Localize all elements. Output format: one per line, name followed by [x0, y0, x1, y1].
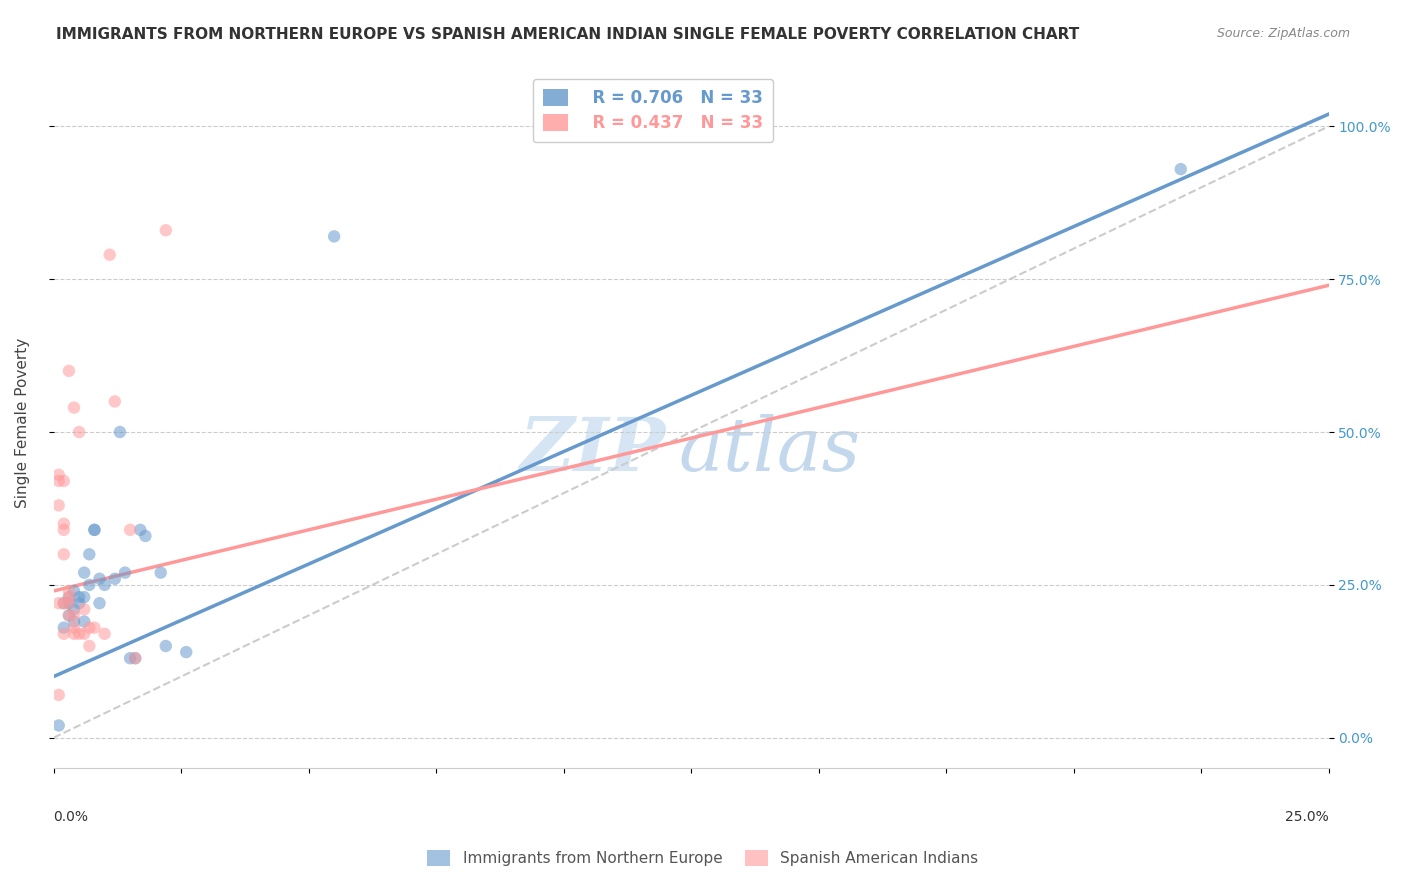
Point [129, 523, 152, 537]
Point [83, 621, 105, 635]
Point [323, 229, 346, 244]
Legend:   R = 0.706   N = 33,   R = 0.437   N = 33: R = 0.706 N = 33, R = 0.437 N = 33 [533, 78, 773, 142]
Text: IMMIGRANTS FROM NORTHERN EUROPE VS SPANISH AMERICAN INDIAN SINGLE FEMALE POVERTY: IMMIGRANTS FROM NORTHERN EUROPE VS SPANI… [56, 27, 1080, 42]
Point [52, 523, 75, 537]
Point [63, 401, 86, 415]
Point [52, 621, 75, 635]
Point [52, 474, 75, 488]
Point [73, 615, 96, 629]
Point [52, 596, 75, 610]
Point [63, 621, 86, 635]
Point [93, 627, 115, 641]
Text: 25.0%: 25.0% [1285, 810, 1329, 823]
Text: 0.0%: 0.0% [53, 810, 89, 823]
Point [79, 578, 101, 592]
Point [48, 499, 70, 513]
Point [108, 425, 131, 439]
Point [48, 596, 70, 610]
Point [58, 608, 80, 623]
Point [149, 566, 172, 580]
Point [73, 602, 96, 616]
Point [89, 572, 111, 586]
Point [83, 523, 105, 537]
Point [48, 474, 70, 488]
Point [79, 639, 101, 653]
Point [83, 523, 105, 537]
Point [73, 566, 96, 580]
Point [48, 688, 70, 702]
Point [63, 602, 86, 616]
Point [79, 621, 101, 635]
Point [73, 627, 96, 641]
Y-axis label: Single Female Poverty: Single Female Poverty [15, 338, 30, 508]
Point [89, 596, 111, 610]
Text: ZIP: ZIP [519, 414, 665, 487]
Point [104, 572, 127, 586]
Point [63, 627, 86, 641]
Point [52, 516, 75, 531]
Point [134, 529, 156, 543]
Point [1170, 162, 1192, 177]
Point [67, 596, 90, 610]
Point [48, 467, 70, 482]
Point [114, 566, 136, 580]
Point [67, 425, 90, 439]
Point [58, 590, 80, 604]
Point [58, 364, 80, 378]
Point [58, 596, 80, 610]
Point [48, 718, 70, 732]
Point [79, 547, 101, 561]
Text: Source: ZipAtlas.com: Source: ZipAtlas.com [1216, 27, 1350, 40]
Point [174, 645, 197, 659]
Point [63, 615, 86, 629]
Legend: Immigrants from Northern Europe, Spanish American Indians: Immigrants from Northern Europe, Spanish… [419, 841, 987, 875]
Point [58, 608, 80, 623]
Point [155, 639, 177, 653]
Point [124, 651, 146, 665]
Point [52, 547, 75, 561]
Text: atlas: atlas [678, 414, 860, 487]
Point [63, 584, 86, 599]
Point [124, 651, 146, 665]
Point [58, 596, 80, 610]
Point [104, 394, 127, 409]
Point [58, 590, 80, 604]
Point [58, 584, 80, 599]
Point [67, 627, 90, 641]
Point [52, 627, 75, 641]
Point [63, 608, 86, 623]
Point [52, 596, 75, 610]
Point [93, 578, 115, 592]
Point [120, 651, 142, 665]
Point [67, 590, 90, 604]
Point [155, 223, 177, 237]
Point [73, 590, 96, 604]
Point [120, 523, 142, 537]
Point [98, 248, 121, 262]
